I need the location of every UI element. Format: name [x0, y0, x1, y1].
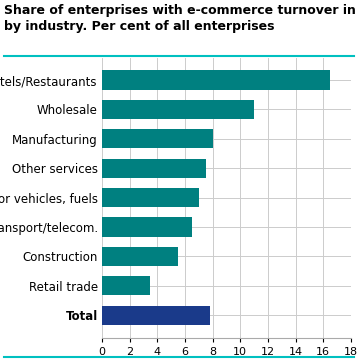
Bar [102, 100, 254, 119]
Bar [102, 159, 206, 178]
Bar [102, 276, 150, 295]
Bar [102, 306, 210, 325]
Bar [102, 129, 213, 148]
Text: Share of enterprises with e-commerce turnover in 2000,
by industry. Per cent of : Share of enterprises with e-commerce tur… [4, 4, 358, 32]
Bar [102, 70, 330, 90]
Bar [102, 188, 199, 207]
Bar [102, 217, 192, 236]
Bar [102, 247, 178, 266]
